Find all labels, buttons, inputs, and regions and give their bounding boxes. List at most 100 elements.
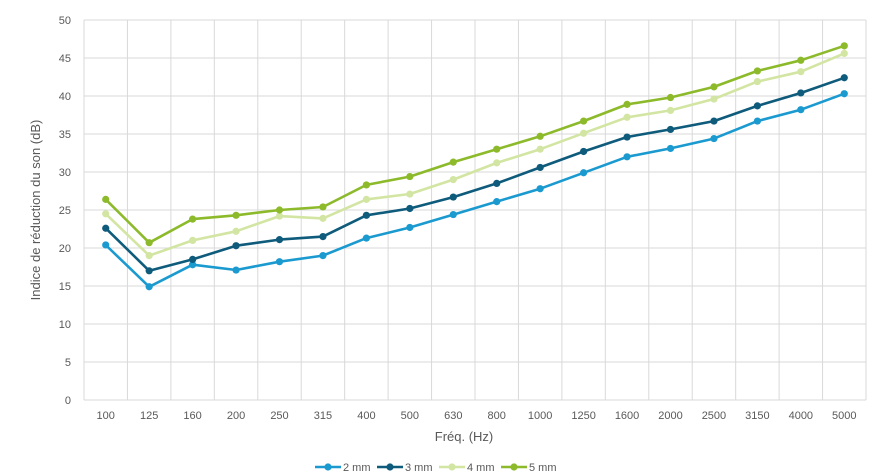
data-point xyxy=(753,102,761,110)
data-point xyxy=(275,236,284,244)
data-point xyxy=(623,100,631,108)
data-point xyxy=(449,176,457,184)
data-point xyxy=(536,185,544,193)
series-group xyxy=(102,42,848,291)
data-point xyxy=(189,236,197,244)
legend-label: 4 mm xyxy=(467,462,495,474)
legend-item: 2 mm xyxy=(315,462,371,474)
y-tick-label: 45 xyxy=(59,53,71,65)
data-point xyxy=(145,252,153,260)
series-2 xyxy=(102,74,848,275)
x-tick-label: 2500 xyxy=(702,410,726,422)
data-point xyxy=(710,117,718,125)
data-point xyxy=(840,90,848,98)
series-line xyxy=(104,44,845,244)
data-point xyxy=(275,212,284,220)
x-tick-label: 200 xyxy=(227,410,245,422)
gridlines xyxy=(83,19,867,401)
data-point xyxy=(145,239,153,247)
data-point xyxy=(319,252,327,260)
legend-swatch-marker xyxy=(448,463,456,471)
data-point xyxy=(319,214,327,222)
data-point xyxy=(797,68,805,76)
data-point xyxy=(102,210,110,218)
x-tick-label: 400 xyxy=(357,410,375,422)
data-point xyxy=(275,258,284,266)
legend-item: 5 mm xyxy=(501,462,557,474)
data-point xyxy=(362,211,370,219)
x-tick-label: 1000 xyxy=(528,410,552,422)
data-point xyxy=(362,195,370,203)
y-tick-label: 25 xyxy=(59,205,71,217)
data-point xyxy=(102,241,110,249)
data-point xyxy=(753,67,761,75)
data-point xyxy=(232,266,240,274)
legend-swatch-marker xyxy=(324,463,332,471)
y-tick-label: 10 xyxy=(59,319,71,331)
y-tick-label: 30 xyxy=(59,167,71,179)
x-axis-title: Fréq. (Hz) xyxy=(435,429,494,444)
data-point xyxy=(102,195,110,203)
data-point xyxy=(275,206,284,214)
data-point xyxy=(666,106,675,115)
y-tick-label: 40 xyxy=(59,91,71,103)
data-point xyxy=(710,134,718,143)
x-tick-label: 160 xyxy=(183,410,201,422)
data-point xyxy=(797,56,805,64)
series-line xyxy=(104,76,845,273)
data-point xyxy=(580,117,588,125)
y-axis-title: Indice de réduction du son (dB) xyxy=(28,120,43,301)
y-tick-label: 15 xyxy=(59,281,71,293)
series-4 xyxy=(102,42,848,247)
data-point xyxy=(666,144,675,153)
data-point xyxy=(840,42,848,50)
series-3 xyxy=(102,49,848,260)
y-tick-label: 20 xyxy=(59,243,71,255)
data-point xyxy=(493,179,501,187)
data-point xyxy=(753,77,761,86)
x-tick-label: 100 xyxy=(97,410,115,422)
x-tick-label: 3150 xyxy=(745,410,769,422)
data-point xyxy=(710,95,718,103)
data-point xyxy=(666,93,675,102)
data-point xyxy=(232,211,240,219)
series-line xyxy=(104,52,845,257)
x-tick-label: 800 xyxy=(488,410,506,422)
y-tick-label: 50 xyxy=(59,15,71,27)
x-tick-label: 500 xyxy=(401,410,419,422)
data-point xyxy=(145,267,153,275)
data-point xyxy=(710,83,718,91)
legend-swatch-marker xyxy=(510,463,518,471)
data-point xyxy=(319,203,327,211)
legend: 2 mm 3 mm 4 mm 5 mm xyxy=(315,462,557,474)
data-point xyxy=(362,181,370,189)
data-point xyxy=(753,117,761,125)
y-tick-label: 5 xyxy=(65,357,71,369)
data-point xyxy=(406,204,414,213)
data-point xyxy=(406,172,414,181)
data-point xyxy=(536,132,544,140)
data-point xyxy=(623,113,631,121)
data-point xyxy=(493,159,501,167)
y-tick-label: 35 xyxy=(59,129,71,141)
data-point xyxy=(449,193,457,201)
x-tick-label: 2000 xyxy=(658,410,682,422)
x-tick-label: 630 xyxy=(444,410,462,422)
y-axis-ticks: 0 5 10 15 20 25 30 35 40 45 50 xyxy=(59,15,71,407)
data-point xyxy=(623,133,631,141)
x-tick-label: 5000 xyxy=(832,410,856,422)
x-tick-label: 125 xyxy=(140,410,158,422)
data-point xyxy=(189,215,197,223)
legend-label: 3 mm xyxy=(405,462,433,474)
series-1 xyxy=(102,90,848,291)
data-point xyxy=(536,163,544,172)
data-point xyxy=(189,261,197,269)
x-tick-label: 1600 xyxy=(615,410,639,422)
data-point xyxy=(232,227,240,235)
data-point xyxy=(840,74,848,82)
data-point xyxy=(145,283,153,291)
data-point xyxy=(536,145,544,153)
data-point xyxy=(493,145,501,153)
data-point xyxy=(840,49,848,58)
